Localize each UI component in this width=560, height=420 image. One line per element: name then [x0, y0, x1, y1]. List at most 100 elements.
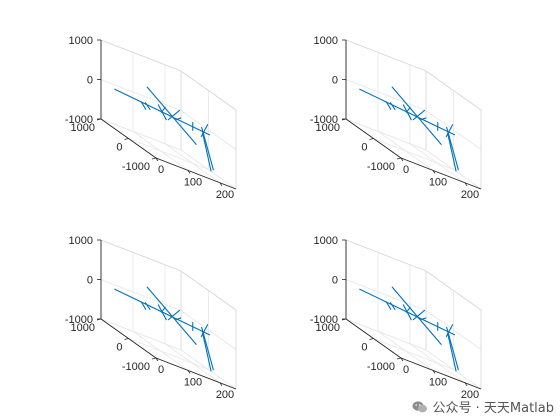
- z-tick-label: -1000: [65, 314, 93, 326]
- data-segment-3: [144, 302, 151, 310]
- data-segment-4: [157, 104, 167, 121]
- data-segment-2: [140, 101, 147, 110]
- data-segment-6: [146, 286, 197, 345]
- z-tick-label: -1000: [310, 314, 338, 326]
- box-edge: [345, 239, 427, 272]
- grid-line: [128, 138, 209, 170]
- y-tick-label: -1000: [367, 361, 395, 373]
- x-tick-mark: [219, 182, 223, 187]
- data-segment-3: [389, 102, 396, 110]
- x-tick-label: 200: [461, 189, 479, 201]
- grid-line: [345, 318, 427, 351]
- y-tick-label: 1000: [316, 322, 340, 334]
- box-edge: [180, 270, 237, 311]
- data-segment-3: [144, 102, 151, 110]
- y-tick-label: -1000: [367, 161, 395, 173]
- data-segment-8: [420, 117, 427, 121]
- data-segment-11: [446, 326, 459, 371]
- z-tick-label: 0: [87, 275, 93, 287]
- z-tick-label: 1000: [69, 35, 93, 47]
- x-tick-label: 100: [184, 176, 202, 188]
- x-tick-mark: [464, 382, 468, 387]
- y-tick-label: 1000: [71, 122, 95, 134]
- box-edge: [180, 70, 237, 111]
- y-tick-label: 0: [361, 342, 367, 354]
- box-edge: [425, 70, 482, 111]
- data-segment-12: [200, 324, 209, 338]
- x-tick-label: 100: [429, 376, 447, 388]
- x-tick-label: 0: [158, 364, 164, 376]
- x-tick-mark: [219, 382, 223, 387]
- y-tick-mark: [396, 357, 402, 360]
- x-tick-label: 200: [216, 189, 234, 201]
- x-tick-mark: [155, 357, 159, 362]
- grid-line: [425, 349, 482, 390]
- data-segment-7: [412, 109, 426, 121]
- y-tick-mark: [151, 157, 157, 160]
- data-segment-8: [175, 117, 182, 121]
- data-segment-11: [446, 126, 459, 171]
- x-tick-label: 100: [429, 176, 447, 188]
- grid-line: [373, 138, 454, 170]
- grid-line: [180, 149, 237, 190]
- y-tick-mark: [396, 157, 402, 160]
- y-tick-label: 1000: [316, 122, 340, 134]
- x-tick-label: 0: [158, 164, 164, 176]
- data-segment-10: [447, 132, 457, 172]
- data-segment-11: [201, 326, 214, 371]
- x-tick-mark: [187, 370, 191, 374]
- z-tick-label: 1000: [69, 235, 93, 247]
- data-segment-12: [445, 324, 454, 338]
- x-tick-mark: [400, 157, 404, 162]
- grid-line: [345, 279, 427, 311]
- z-tick-label: 1000: [314, 235, 338, 247]
- y-tick-label: 0: [116, 142, 122, 154]
- x-tick-label: 200: [216, 389, 234, 401]
- data-segment-2: [140, 301, 147, 310]
- wechat-logo-icon: [412, 400, 428, 412]
- y-tick-label: -1000: [122, 361, 150, 373]
- x-tick-mark: [400, 357, 404, 362]
- x-axis-line: [400, 357, 482, 390]
- grid-line: [425, 110, 482, 150]
- grid-line: [128, 338, 209, 370]
- data-segment-6: [391, 86, 442, 145]
- data-segment-2: [385, 101, 392, 110]
- data-segment-12: [200, 124, 209, 138]
- data-segment-6: [391, 286, 442, 345]
- z-tick-label: 0: [332, 75, 338, 87]
- y-tick-mark: [124, 338, 129, 340]
- x-tick-mark: [432, 170, 436, 174]
- data-segment-12: [445, 124, 454, 138]
- box-edge: [100, 39, 182, 72]
- data-segment-4: [402, 304, 412, 321]
- z-tick-label: 0: [87, 75, 93, 87]
- data-segment-4: [157, 304, 167, 321]
- z-tick-label: 0: [332, 275, 338, 287]
- data-segment-2: [385, 301, 392, 310]
- x-tick-label: 0: [403, 164, 409, 176]
- box-edge: [100, 239, 182, 272]
- grid-line: [345, 79, 427, 111]
- grid-line: [180, 349, 237, 390]
- box-edge: [425, 270, 482, 311]
- y-tick-label: 1000: [71, 322, 95, 334]
- y-tick-mark: [369, 338, 374, 340]
- y-tick-label: -1000: [122, 161, 150, 173]
- grid-line: [345, 118, 427, 151]
- grid-line: [425, 310, 482, 350]
- data-segment-4: [402, 104, 412, 121]
- x-axis-line: [155, 357, 237, 390]
- grid-line: [100, 279, 182, 311]
- grid-line: [180, 110, 237, 150]
- grid-line: [373, 338, 454, 370]
- x-tick-label: 100: [184, 376, 202, 388]
- x-tick-label: 200: [461, 389, 479, 401]
- x-tick-mark: [155, 157, 159, 162]
- x-axis-line: [155, 157, 237, 190]
- x-tick-mark: [187, 170, 191, 174]
- data-segment-3: [389, 302, 396, 310]
- x-axis-line: [400, 157, 482, 190]
